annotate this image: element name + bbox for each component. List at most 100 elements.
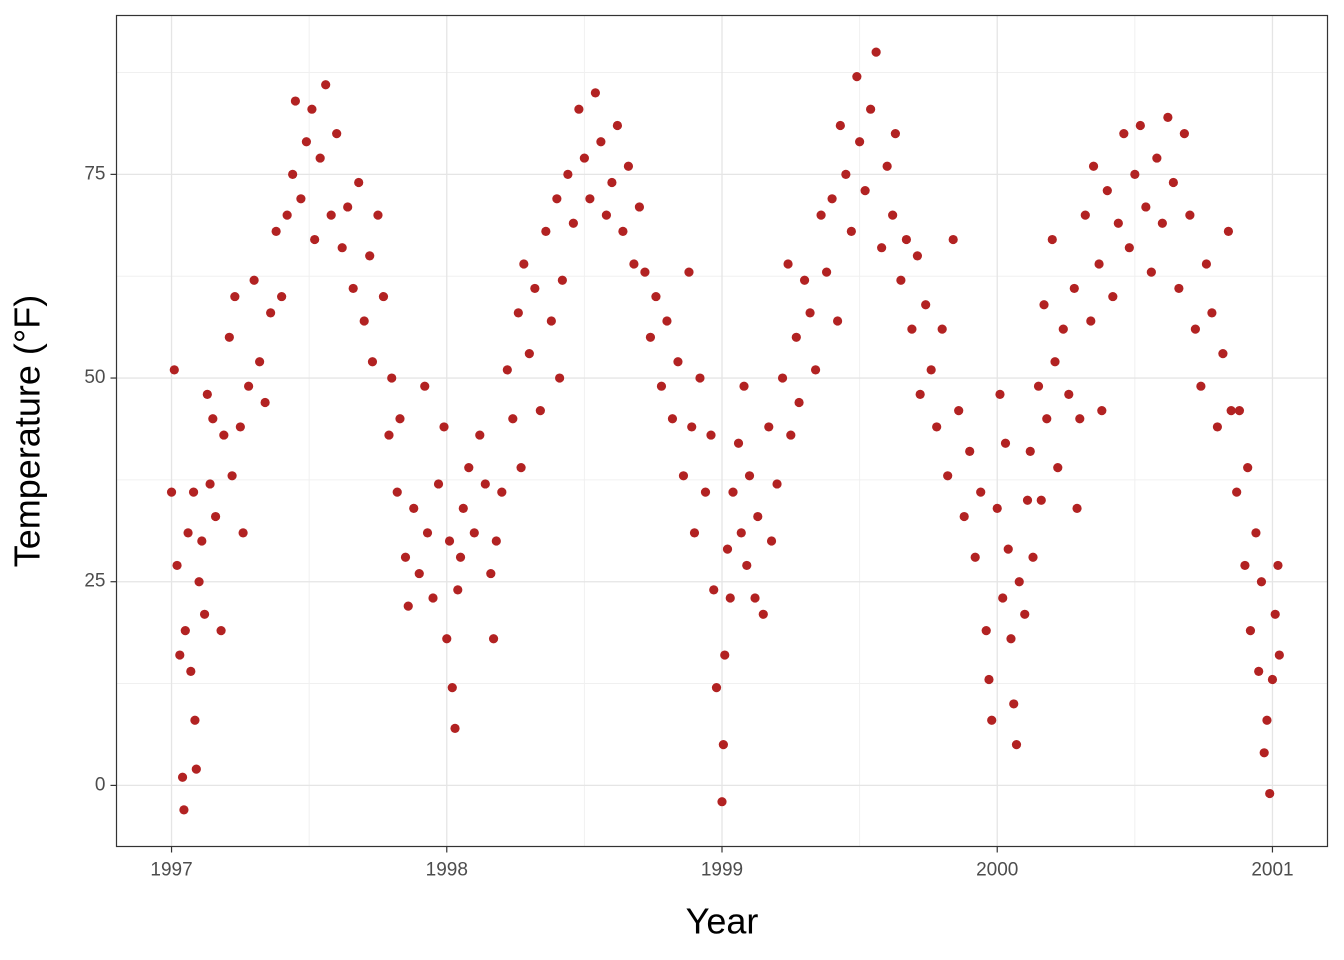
point [367,357,378,367]
point [810,365,821,375]
point [725,593,735,603]
point [640,267,650,277]
point [296,194,306,204]
point [563,169,573,179]
point [568,218,578,228]
point [183,528,193,538]
point [1240,560,1250,571]
point [965,446,975,456]
point [1108,291,1118,302]
point [249,275,259,285]
point [783,259,793,269]
point [409,503,419,513]
y-tick-label: 75 [84,163,105,184]
point [995,389,1005,399]
point [1256,577,1267,587]
point [590,88,600,98]
point [1072,503,1082,513]
point [190,715,200,725]
point [1102,186,1112,196]
point [392,487,402,497]
point [1163,112,1173,122]
point [921,300,931,310]
point [687,422,697,432]
point [758,609,768,619]
point [395,414,405,424]
point [711,683,722,693]
point [1000,438,1011,448]
point [772,479,782,489]
point [541,226,551,236]
point [442,634,452,644]
point [1234,406,1245,416]
point [400,552,411,562]
point [1058,324,1068,334]
point [645,332,656,342]
point [227,471,237,481]
point [673,357,683,367]
point [428,593,438,603]
point [855,137,865,147]
point [709,585,719,595]
point [1025,446,1035,456]
point [238,528,248,538]
point [695,373,705,383]
point [998,593,1008,603]
point [1075,414,1085,424]
point [288,169,298,179]
point [1047,234,1057,245]
point [821,267,832,277]
point [1254,666,1264,676]
point [1064,389,1074,399]
point [915,389,925,399]
point [1226,406,1236,416]
point [348,283,358,294]
point [373,210,383,220]
point [1036,495,1046,505]
point [1028,552,1038,562]
point [871,47,881,57]
point [634,202,645,212]
point [455,552,466,562]
x-tick-label: 1999 [701,860,743,881]
point [326,210,336,220]
point [662,316,672,326]
point [1020,609,1030,619]
point [1141,202,1151,212]
point [976,487,986,497]
point [1130,169,1140,179]
point [224,332,234,342]
point [959,511,969,522]
point [464,463,474,473]
point [1245,626,1256,636]
point [846,226,856,236]
point [926,365,936,375]
point [315,153,325,163]
point [469,528,479,538]
point [728,487,738,497]
point [216,626,226,636]
point [1152,153,1162,163]
point [172,560,182,571]
point [720,650,730,660]
point [786,430,796,440]
point [678,471,689,481]
point [1212,422,1223,432]
point [444,536,455,546]
grid [116,15,1328,847]
point [987,715,997,725]
point [722,544,733,554]
point [194,577,204,587]
point [447,683,457,693]
point [1009,699,1019,709]
y-axis-title: Temperature (°F) [7,295,48,567]
point [332,129,342,139]
y-tick-label: 50 [84,367,105,388]
point [1022,495,1033,505]
point [744,471,755,481]
point [1124,243,1134,253]
point [623,161,634,171]
point [1157,218,1167,228]
